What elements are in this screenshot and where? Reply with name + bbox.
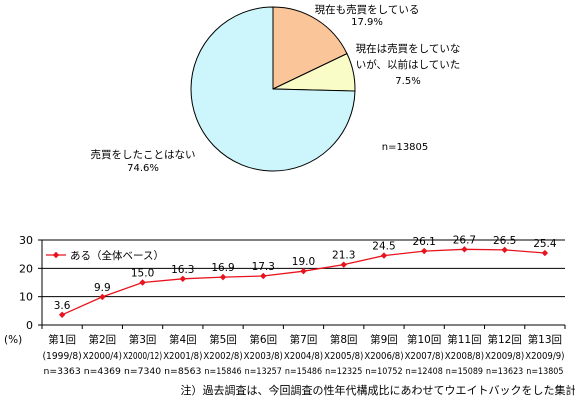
x-category-n: n=13805 bbox=[526, 367, 563, 377]
x-category-round: 第3回 bbox=[129, 333, 157, 346]
data-label: 26.5 bbox=[493, 235, 516, 247]
data-point bbox=[380, 252, 388, 259]
data-label: 17.3 bbox=[252, 261, 275, 273]
legend-box bbox=[44, 248, 160, 262]
x-category-period: X2002/8) bbox=[203, 351, 242, 362]
data-label: 15.0 bbox=[131, 268, 154, 280]
x-category-n: n=13257 bbox=[245, 367, 282, 377]
y-tick-label: 10 bbox=[19, 291, 33, 304]
data-label: 16.3 bbox=[171, 264, 194, 276]
x-category-period: X2006/8) bbox=[364, 351, 403, 362]
x-category-n: n=4369 bbox=[84, 367, 121, 377]
y-tick-label: 0 bbox=[26, 319, 33, 332]
x-category-n: n=15846 bbox=[204, 367, 241, 377]
data-label: 9.9 bbox=[94, 282, 111, 294]
pie-slice-label-1: 現在も売買をしている bbox=[315, 3, 420, 16]
x-category-round: 第10回 bbox=[407, 333, 441, 346]
legend-label: ある（全体ベース） bbox=[70, 249, 164, 262]
x-category-round: 第8回 bbox=[330, 333, 358, 346]
x-category-n: n=15089 bbox=[446, 367, 483, 377]
data-label: 16.9 bbox=[211, 262, 234, 274]
pie-slice-label-3: 売買をしたことはない bbox=[91, 148, 196, 161]
data-point bbox=[501, 246, 508, 254]
pie-slice-3 bbox=[190, 6, 356, 172]
data-label: 24.5 bbox=[372, 241, 395, 253]
x-category-period: X2000/4) bbox=[83, 351, 122, 362]
y-unit-label: (%) bbox=[4, 334, 22, 346]
x-category-round: 第1回 bbox=[48, 333, 76, 346]
data-point bbox=[219, 273, 227, 281]
pie-slice-value-1: 17.9% bbox=[351, 17, 383, 28]
data-point bbox=[541, 249, 549, 257]
x-category-period: X2005/8) bbox=[324, 351, 363, 362]
data-point bbox=[300, 267, 307, 275]
data-point bbox=[340, 261, 347, 268]
data-point bbox=[461, 246, 468, 253]
data-point bbox=[260, 272, 267, 280]
x-category-period: X2001/8) bbox=[163, 351, 202, 362]
pie-slice-value-2: 7.5% bbox=[395, 76, 420, 87]
data-label: 26.7 bbox=[453, 234, 476, 246]
pie-slice-label-2: いが、以前はしていた bbox=[356, 58, 460, 71]
x-category-n: n=3363 bbox=[44, 367, 81, 377]
x-category-n: n=10752 bbox=[365, 367, 402, 377]
x-category-round: 第2回 bbox=[89, 333, 117, 346]
x-category-n: n=8563 bbox=[164, 367, 201, 377]
data-point bbox=[58, 311, 66, 318]
x-category-round: 第4回 bbox=[169, 333, 197, 346]
x-category-round: 第6回 bbox=[249, 333, 277, 346]
x-category-period: X2004/8) bbox=[284, 351, 323, 362]
x-category-n: n=12408 bbox=[406, 367, 443, 377]
x-category-n: n=15486 bbox=[285, 367, 322, 377]
x-category-period: X2003/8) bbox=[244, 351, 283, 362]
pie-sample-size: n=13805 bbox=[382, 142, 429, 153]
x-category-period: X2000/12) bbox=[123, 351, 162, 362]
data-point bbox=[179, 275, 187, 283]
x-category-period: X2007/8) bbox=[405, 351, 444, 362]
x-category-n: n=7340 bbox=[124, 367, 161, 377]
x-category-round: 第7回 bbox=[290, 333, 318, 346]
data-label: 25.4 bbox=[533, 238, 557, 250]
pie-slice-value-3: 74.6% bbox=[127, 163, 159, 174]
data-point bbox=[99, 293, 106, 301]
x-category-period: (1999/8) bbox=[43, 351, 82, 362]
footnote: 注）過去調査は、今回調査の性年代構成比にあわせてウエイトバックをした集計値 bbox=[181, 383, 575, 397]
data-point bbox=[139, 279, 146, 286]
data-label: 3.6 bbox=[54, 300, 71, 312]
data-label: 19.0 bbox=[292, 256, 315, 268]
x-category-period: X2009/9) bbox=[525, 351, 564, 362]
x-category-n: n=12325 bbox=[325, 367, 362, 377]
x-category-round: 第5回 bbox=[209, 333, 237, 346]
y-tick-label: 20 bbox=[19, 262, 33, 275]
y-tick-label: 30 bbox=[19, 234, 33, 247]
x-category-period: X2009/8) bbox=[485, 351, 524, 362]
data-label: 21.3 bbox=[332, 250, 355, 262]
x-category-round: 第11回 bbox=[447, 333, 481, 346]
x-category-period: X2008/8) bbox=[445, 351, 484, 362]
pie-slice-1 bbox=[272, 6, 348, 90]
x-category-n: n=13623 bbox=[486, 367, 523, 377]
x-category-round: 第12回 bbox=[487, 333, 521, 346]
data-label: 26.1 bbox=[412, 236, 435, 248]
x-category-round: 第13回 bbox=[528, 333, 562, 346]
data-point bbox=[420, 247, 428, 255]
x-category-round: 第9回 bbox=[370, 333, 398, 346]
legend-marker bbox=[52, 251, 60, 259]
pie-slice-label-2: 現在は売買をしていな bbox=[356, 42, 461, 55]
